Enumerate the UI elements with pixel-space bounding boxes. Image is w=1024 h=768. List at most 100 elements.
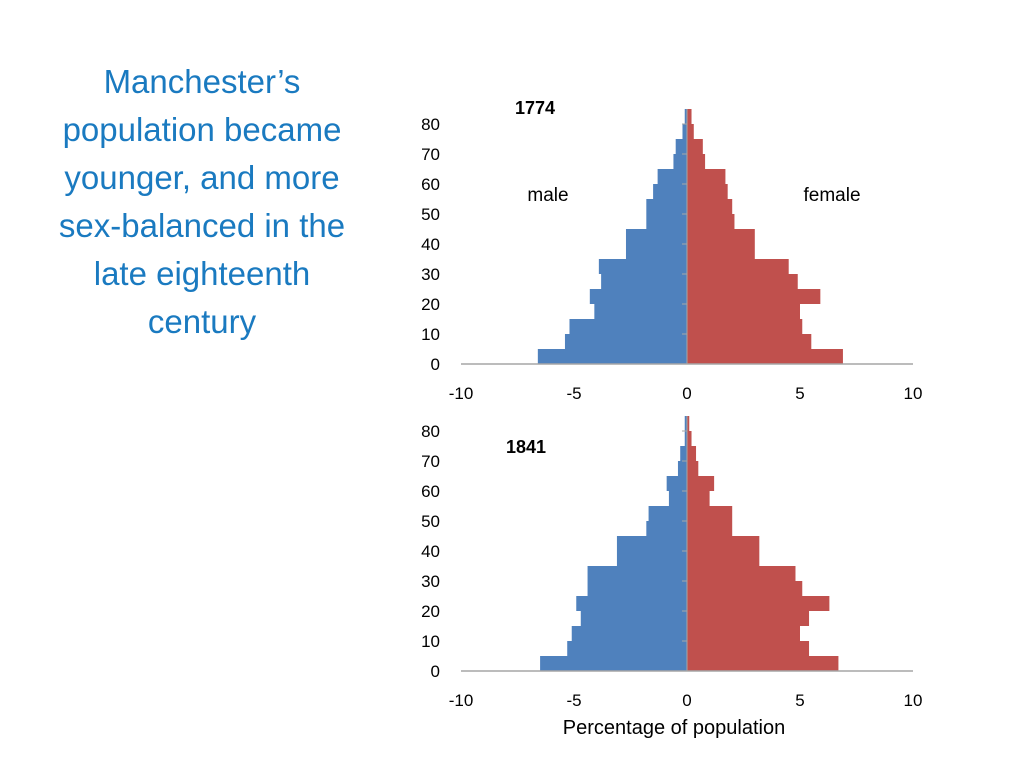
female-label: female <box>803 185 860 206</box>
y-tick-label: 30 <box>421 265 440 284</box>
female-bar <box>687 596 830 611</box>
y-tick-label: 30 <box>421 572 440 591</box>
y-tick-label: 80 <box>421 422 440 441</box>
female-bar <box>687 274 798 289</box>
y-tick-label: 10 <box>421 325 440 344</box>
female-bar <box>687 124 694 139</box>
male-bar <box>682 124 687 139</box>
y-tick-label: 60 <box>421 175 440 194</box>
male-bar <box>601 274 687 289</box>
y-tick-label: 70 <box>421 452 440 471</box>
female-bar <box>687 446 697 461</box>
y-tick-label: 20 <box>421 602 440 621</box>
female-bar <box>687 521 733 536</box>
male-bar <box>589 289 687 304</box>
male-bar <box>668 491 687 506</box>
chart-title: 1841 <box>506 437 546 457</box>
female-bar <box>687 244 755 259</box>
female-bar <box>687 551 760 566</box>
female-bar <box>687 566 796 581</box>
male-bar <box>564 334 687 349</box>
male-bar <box>684 431 687 446</box>
title-line: Manchester’s <box>103 63 301 100</box>
female-bar <box>687 349 843 364</box>
x-tick-label: -10 <box>449 691 474 710</box>
male-bar <box>646 521 687 536</box>
y-tick-label: 80 <box>421 115 440 134</box>
male-label: male <box>527 185 568 206</box>
female-bar <box>687 626 800 641</box>
female-bar <box>687 581 803 596</box>
male-bar <box>625 229 687 244</box>
female-bar <box>687 259 789 274</box>
x-tick-label: -10 <box>449 384 474 403</box>
male-bar <box>576 596 687 611</box>
male-bar <box>569 319 687 334</box>
male-bar <box>648 506 687 521</box>
female-bar <box>687 656 839 671</box>
y-tick-label: 50 <box>421 512 440 531</box>
female-bar <box>687 139 703 154</box>
male-bar <box>616 551 687 566</box>
female-bar <box>687 491 710 506</box>
x-tick-label: 10 <box>904 691 923 710</box>
y-tick-label: 40 <box>421 235 440 254</box>
female-bar <box>687 184 728 199</box>
x-tick-label: 5 <box>795 691 804 710</box>
male-bar <box>684 416 687 431</box>
male-bar <box>567 641 687 656</box>
x-tick-label: -5 <box>566 691 581 710</box>
female-bar <box>687 334 812 349</box>
female-bar <box>687 611 810 626</box>
male-bar <box>666 476 687 491</box>
title-line: century <box>147 303 257 340</box>
title-line: late eighteenth <box>93 255 311 292</box>
male-bar <box>580 611 687 626</box>
male-bar <box>598 259 687 274</box>
y-tick-label: 0 <box>431 662 440 681</box>
female-bar <box>687 304 800 319</box>
female-bar <box>687 229 755 244</box>
female-bar <box>687 154 706 169</box>
y-tick-label: 50 <box>421 205 440 224</box>
title-line: sex-balanced in the <box>58 207 346 244</box>
male-bar <box>653 184 687 199</box>
female-bar <box>687 416 690 431</box>
male-bar <box>571 626 687 641</box>
x-tick-label: -5 <box>566 384 581 403</box>
x-axis-title: Percentage of population <box>563 717 785 739</box>
x-tick-label: 0 <box>682 384 691 403</box>
title-line: younger, and more <box>64 159 340 196</box>
x-tick-label: 5 <box>795 384 804 403</box>
male-bar <box>594 304 687 319</box>
slide-title: Manchester’s population became younger, an… <box>30 58 374 346</box>
male-bar <box>646 214 687 229</box>
female-bar <box>687 199 733 214</box>
y-tick-label: 60 <box>421 482 440 501</box>
female-bar <box>687 214 735 229</box>
y-tick-label: 10 <box>421 632 440 651</box>
y-tick-label: 70 <box>421 145 440 164</box>
x-tick-label: 0 <box>682 691 691 710</box>
male-bar <box>616 536 687 551</box>
female-bar <box>687 431 692 446</box>
male-bar <box>540 656 687 671</box>
y-tick-label: 20 <box>421 295 440 314</box>
x-tick-label: 10 <box>904 384 923 403</box>
female-bar <box>687 109 692 124</box>
male-bar <box>587 566 687 581</box>
female-bar <box>687 319 803 334</box>
female-bar <box>687 289 821 304</box>
female-bar <box>687 506 733 521</box>
female-bar <box>687 169 726 184</box>
female-bar <box>687 536 760 551</box>
male-bar <box>625 244 687 259</box>
male-bar <box>680 446 687 461</box>
male-bar <box>673 154 687 169</box>
male-bar <box>675 139 687 154</box>
chart-title: 1774 <box>515 98 555 118</box>
female-bar <box>687 641 810 656</box>
title-line: population became <box>62 111 342 148</box>
y-tick-label: 0 <box>431 355 440 374</box>
